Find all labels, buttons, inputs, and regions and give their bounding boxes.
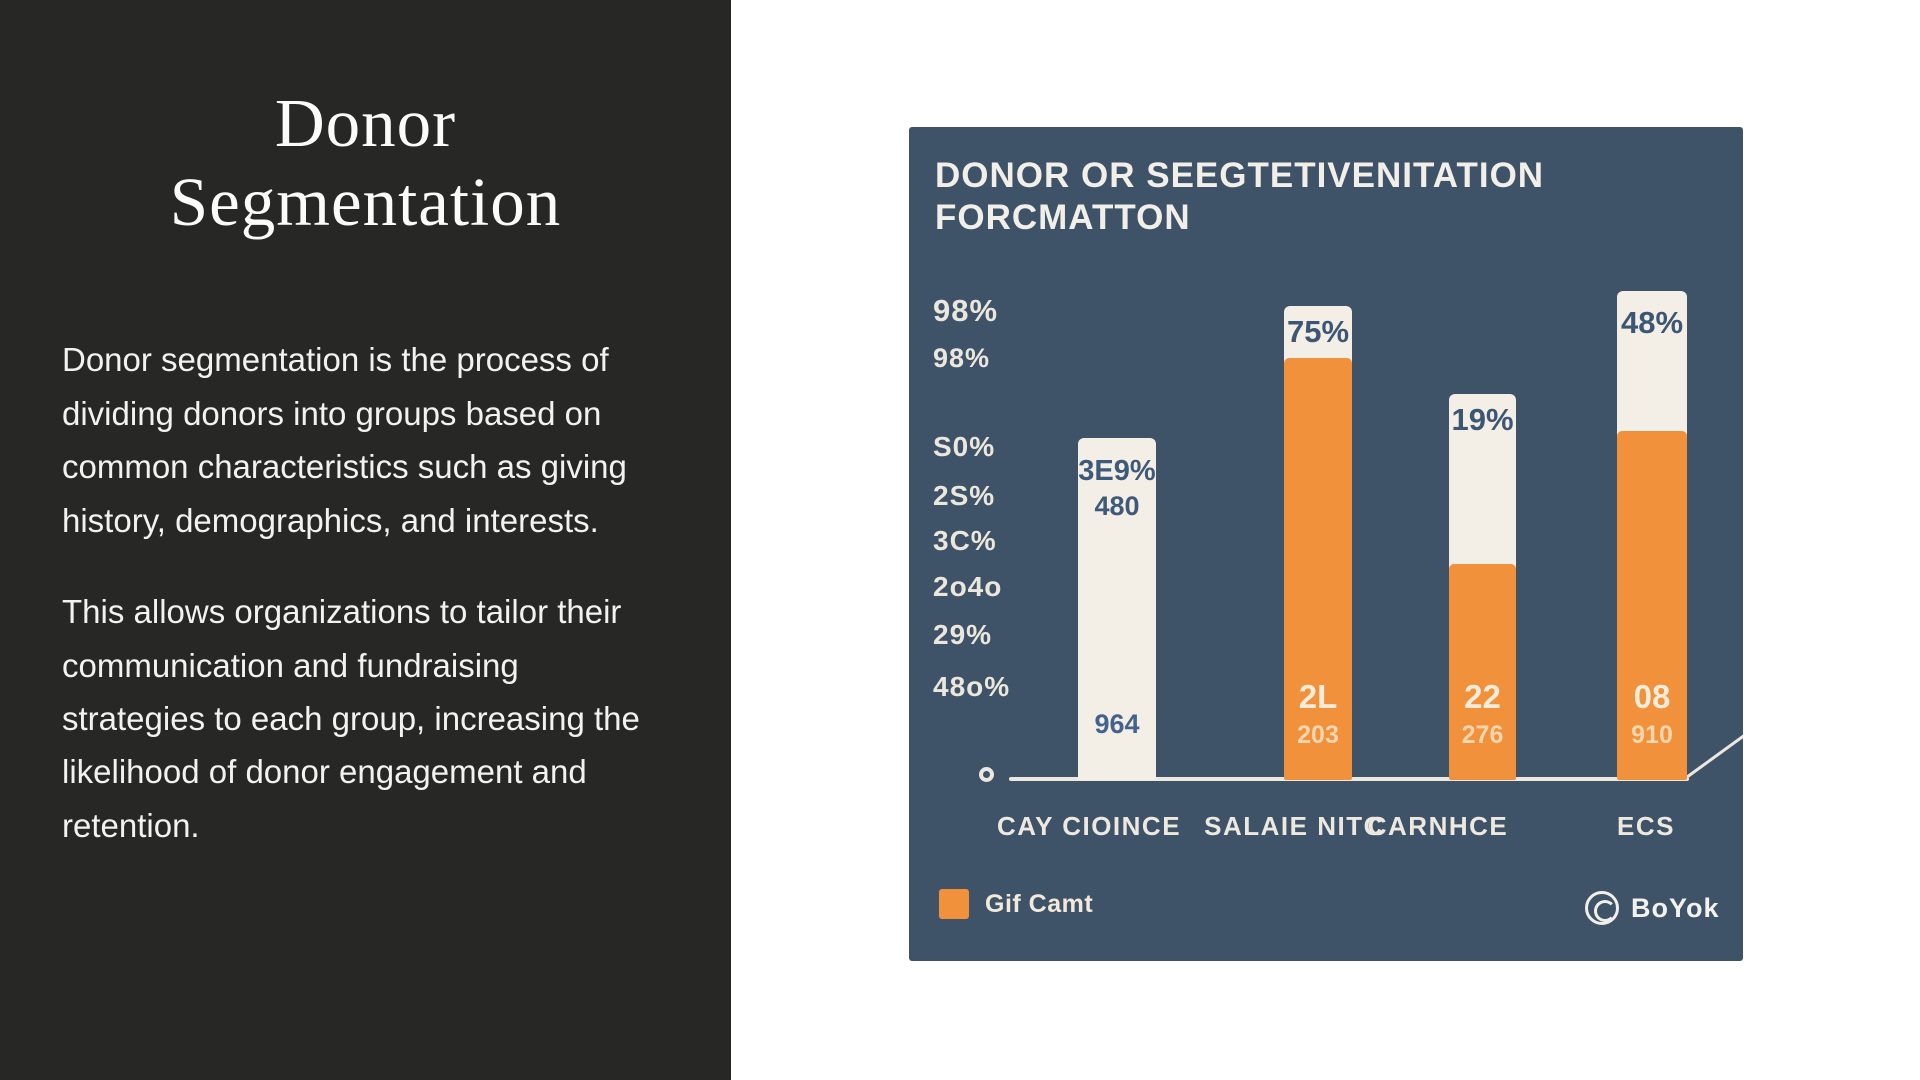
bar-low-label: 910: [1631, 721, 1673, 749]
bar-orange-fill: 08 910: [1617, 431, 1687, 780]
y-axis-tick: 98%: [933, 293, 999, 328]
bar-carnhce: 19% 22 276: [1449, 394, 1516, 780]
bar-orange-fill: 2L 203: [1284, 358, 1352, 780]
bar-label-top2: 480: [1094, 490, 1140, 521]
bar-salaie-nitc: 75% 2L 203: [1284, 306, 1352, 780]
x-axis-diagonal-line: [1684, 726, 1743, 780]
right-content-area: DONOR OR SEEGTETIVENITATION FORCMATTON 9…: [731, 0, 1920, 1080]
chart-title: DONOR OR SEEGTETIVENITATION FORCMATTON: [935, 155, 1544, 239]
chart-title-line1: DONOR OR SEEGTETIVENITATION: [935, 156, 1545, 195]
y-axis-tick: 48o%: [933, 671, 1011, 702]
slide-title: Donor Segmentation: [0, 84, 731, 241]
left-text-panel: Donor Segmentation Donor segmentation is…: [0, 0, 731, 1080]
y-axis-tick: 29%: [933, 619, 993, 650]
y-axis-tick: 3C%: [933, 525, 997, 556]
body-paragraph-2: This allows organizations to tailor thei…: [62, 593, 640, 844]
donor-segmentation-chart-image: DONOR OR SEEGTETIVENITATION FORCMATTON 9…: [909, 127, 1743, 961]
y-axis-tick: 2o4o: [933, 571, 1003, 602]
legend-label: Gif Camt: [985, 889, 1094, 918]
bar-percent-label: 19%: [1451, 402, 1514, 437]
bar-label-bottom: 964: [1094, 709, 1140, 739]
bar-percent-label: 75%: [1286, 314, 1350, 349]
bar-value-label: 3E9% 480: [1078, 454, 1156, 524]
y-axis-tick: 98%: [933, 343, 991, 373]
axis-origin-marker: [979, 767, 994, 782]
bar-ecs: 48% 08 910: [1617, 291, 1687, 780]
bar-orange-fill: 22 276: [1449, 564, 1516, 780]
slide-title-line1: Donor: [274, 85, 457, 161]
chart-title-line2: FORCMATTON: [935, 198, 1191, 237]
bar-mid-label: 2L: [1298, 678, 1338, 715]
chart-watermark-logo: BoYok: [1585, 891, 1720, 925]
bar-low-label: 203: [1297, 721, 1339, 749]
legend-color-swatch: [939, 889, 969, 919]
body-paragraph-1: Donor segmentation is the process of div…: [62, 341, 627, 539]
x-axis-label: CARNHCE: [1367, 811, 1509, 841]
bar-percent-label: 48%: [1620, 305, 1684, 340]
y-axis-tick: S0%: [933, 431, 996, 462]
bar-low-label: 276: [1461, 721, 1504, 749]
x-axis-label: ECS: [1617, 811, 1675, 841]
x-axis-label: CAY CIOINCE: [996, 811, 1182, 841]
x-axis-label: SALAIE NITC: [1204, 811, 1384, 841]
bar-label-top: 3E9%: [1078, 455, 1156, 487]
slide-title-line2: Segmentation: [169, 163, 562, 240]
logo-icon: [1585, 891, 1619, 925]
bar-mid-label: 08: [1633, 678, 1671, 715]
logo-text: BoYok: [1631, 892, 1720, 923]
bar-cay-cioince: 3E9% 480 964: [1078, 438, 1156, 780]
bar-mid-label: 22: [1464, 678, 1501, 715]
chart-legend: Gif Camt: [939, 889, 1093, 919]
y-axis-tick: 2S%: [933, 480, 996, 511]
